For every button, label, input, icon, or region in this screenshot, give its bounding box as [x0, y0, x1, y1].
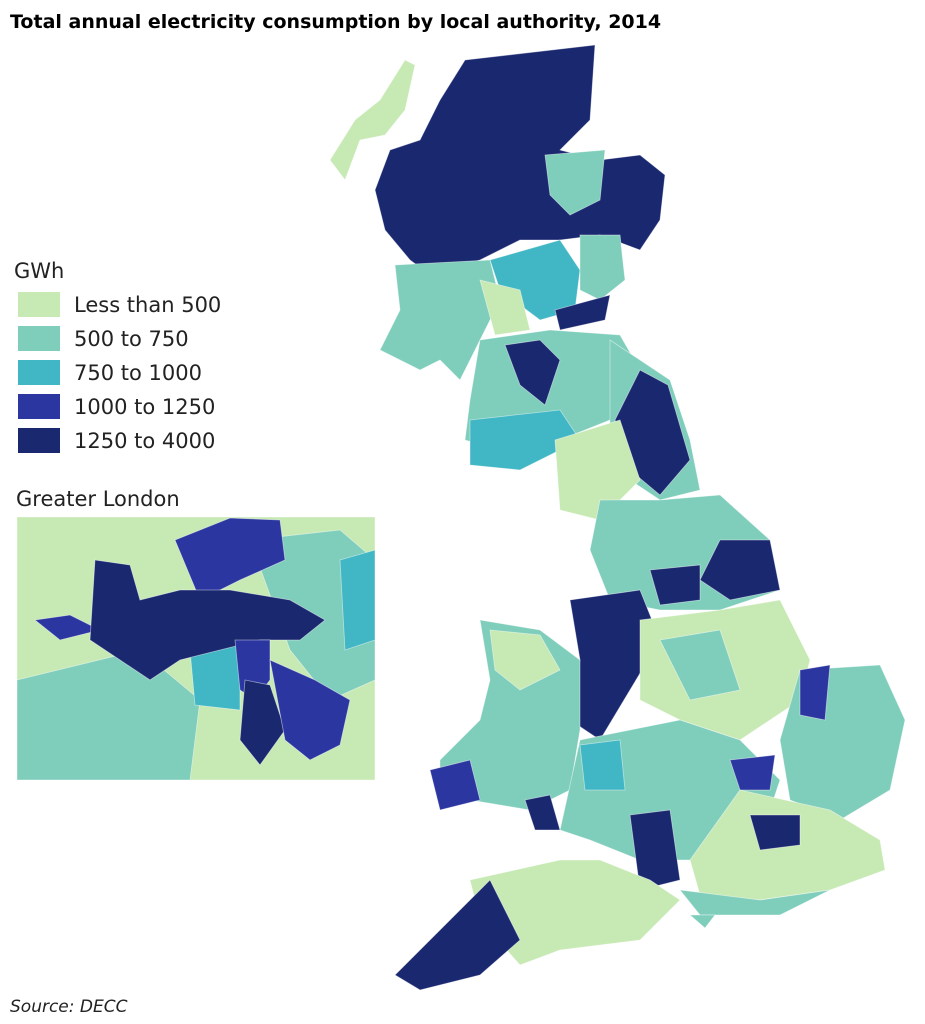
region — [89, 559, 326, 681]
legend-swatch — [18, 292, 60, 317]
region — [629, 809, 681, 891]
legend-label: Less than 500 — [74, 293, 221, 317]
london-inset — [16, 516, 376, 781]
region — [479, 279, 531, 336]
region — [469, 409, 581, 471]
region — [269, 659, 351, 761]
region — [729, 754, 776, 791]
region — [679, 889, 831, 916]
region — [379, 259, 501, 381]
region — [504, 339, 561, 406]
legend-label: 500 to 750 — [74, 327, 189, 351]
legend-swatch — [18, 360, 60, 385]
region — [524, 794, 561, 831]
region — [749, 814, 801, 851]
title: Total annual electricity consumption by … — [10, 11, 661, 33]
region — [659, 629, 741, 701]
region — [489, 629, 561, 691]
legend-swatch — [18, 326, 60, 351]
legend-label: 750 to 1000 — [74, 361, 202, 385]
region — [329, 59, 416, 181]
inset-title: Greater London — [16, 487, 180, 511]
region — [429, 759, 481, 811]
region — [579, 234, 626, 301]
legend-label: 1000 to 1250 — [74, 395, 215, 419]
uk-map — [329, 44, 906, 991]
region — [779, 664, 906, 821]
region — [239, 679, 286, 766]
legend-title: GWh — [14, 259, 64, 283]
legend-label: 1250 to 4000 — [74, 429, 215, 453]
region — [688, 914, 716, 929]
region — [699, 539, 781, 601]
region — [649, 564, 701, 606]
region — [394, 879, 521, 991]
legend-swatch — [18, 428, 60, 453]
region — [374, 44, 666, 276]
legend: Less than 500 500 to 750 750 to 1000 1000 t… — [18, 292, 221, 453]
legend-swatch — [18, 394, 60, 419]
region — [339, 549, 376, 651]
region — [544, 149, 606, 216]
source: Source: DECC — [10, 997, 128, 1017]
region — [554, 294, 611, 331]
region — [799, 664, 831, 721]
region — [579, 739, 626, 791]
